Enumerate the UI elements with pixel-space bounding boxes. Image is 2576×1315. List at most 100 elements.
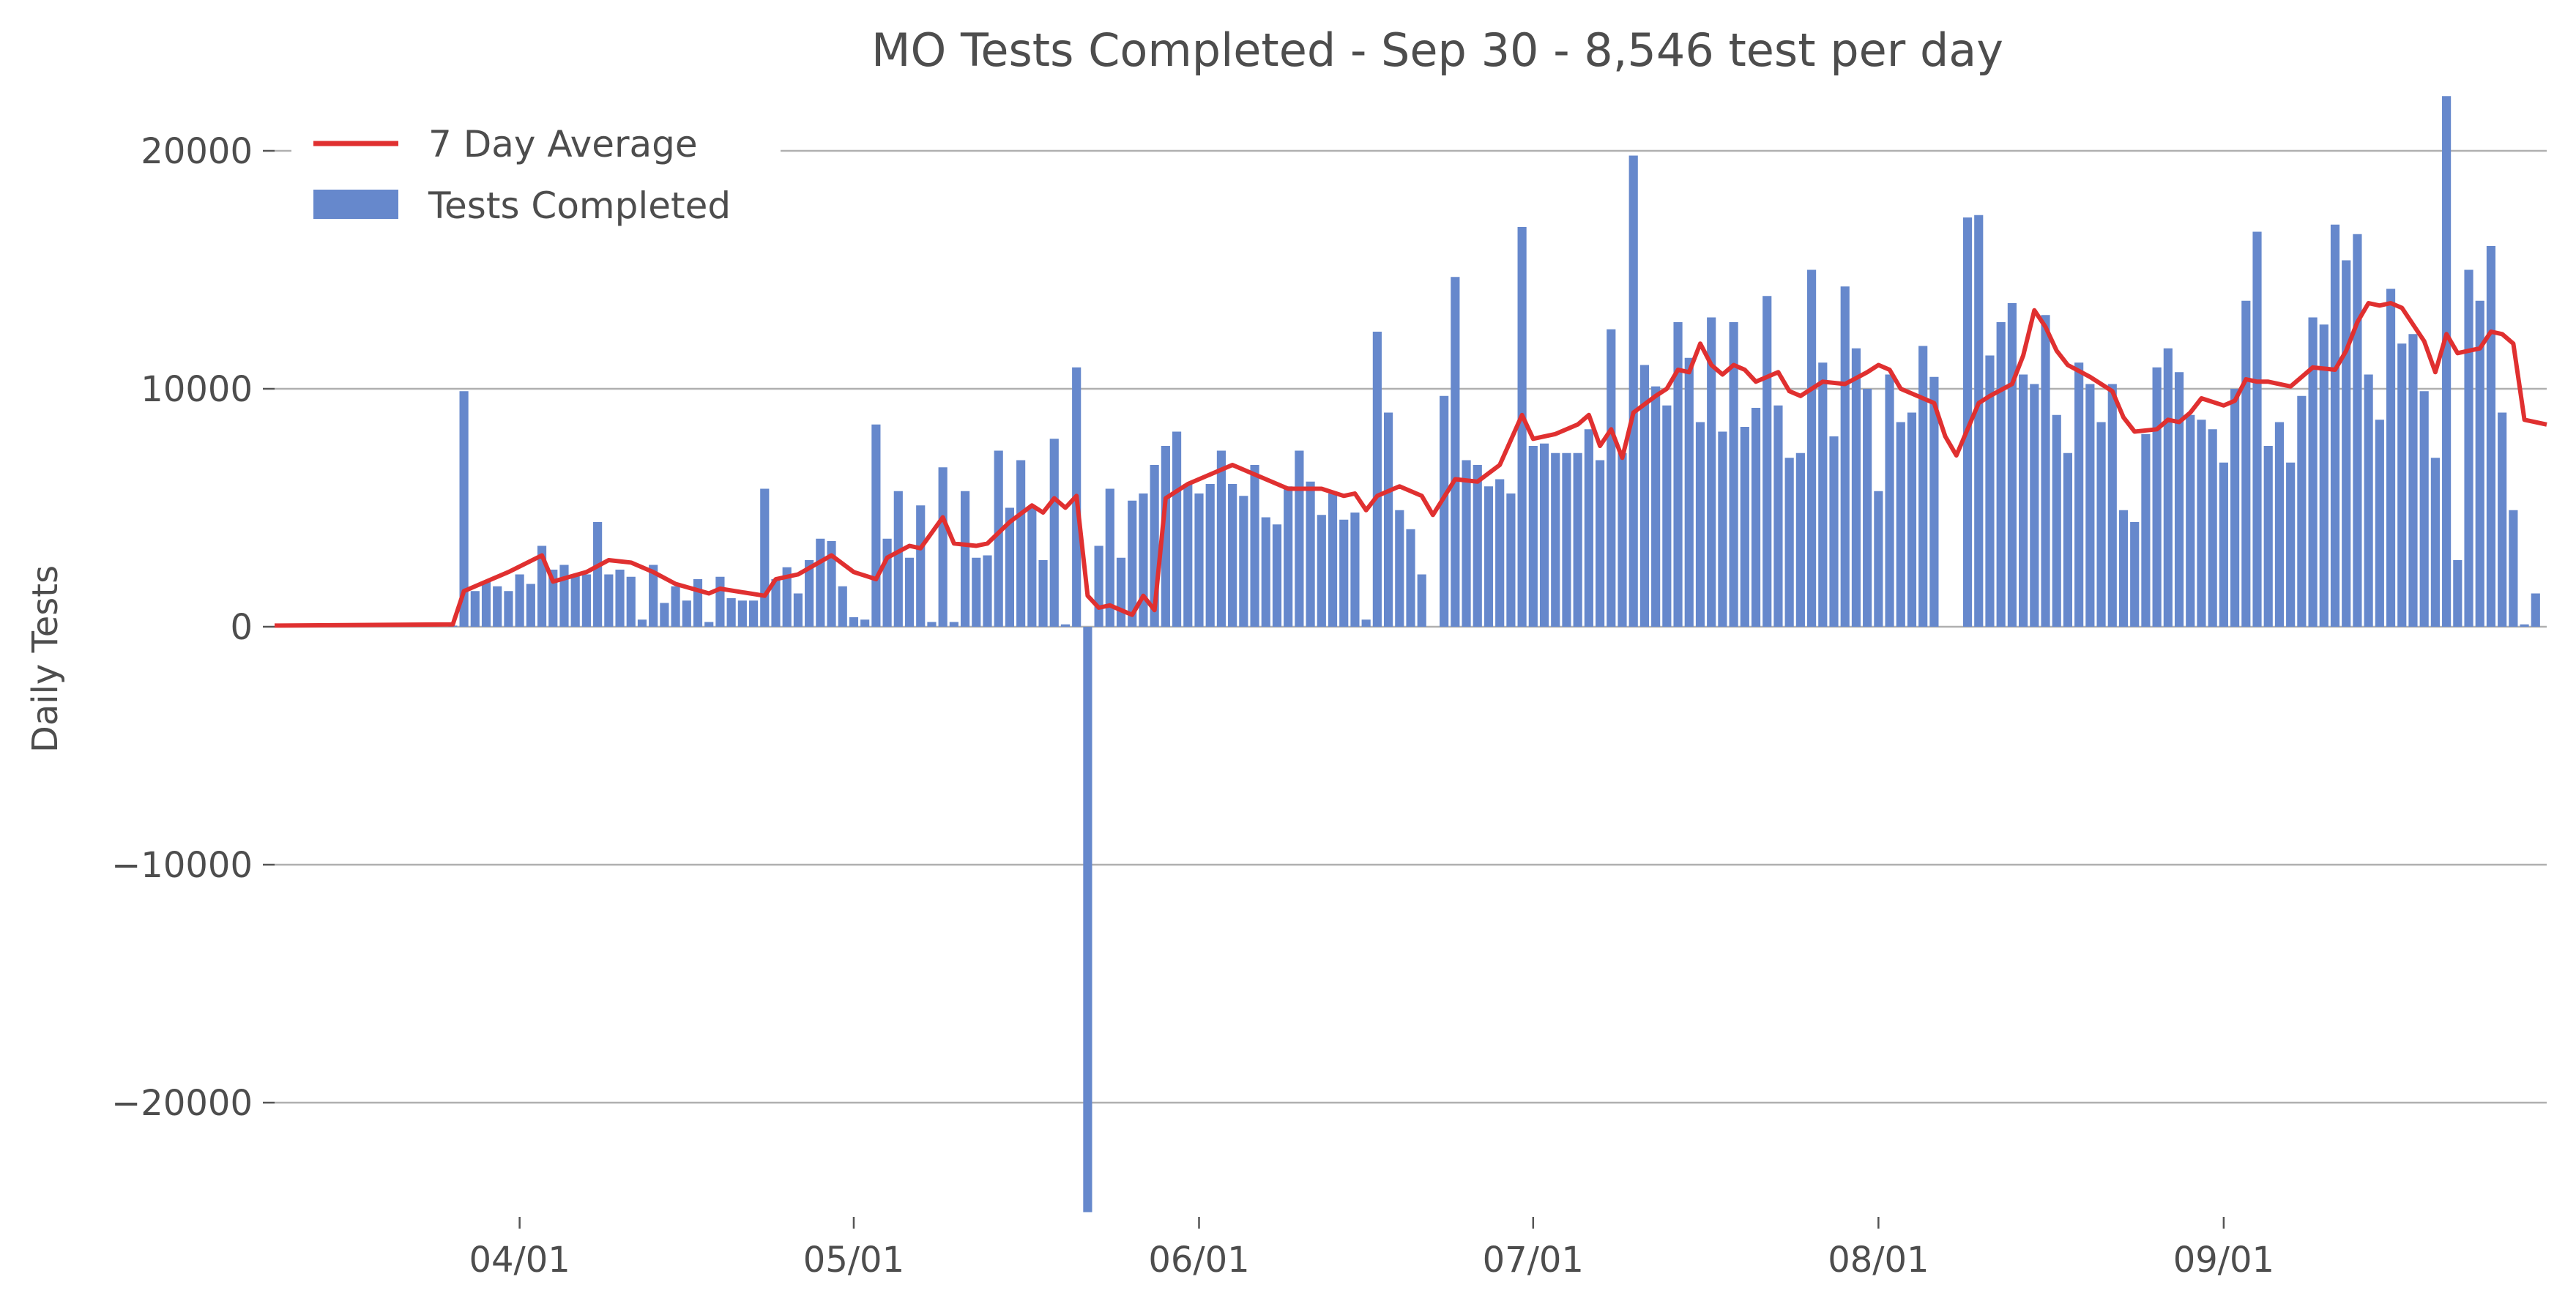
bar — [1985, 355, 1995, 627]
bar — [1440, 395, 1449, 627]
bar — [1584, 429, 1593, 627]
bar — [548, 570, 558, 627]
bar — [2364, 374, 2373, 627]
bar — [1662, 405, 1672, 627]
bar — [581, 574, 591, 627]
bar — [2019, 374, 2028, 627]
bar — [2297, 395, 2307, 627]
bar — [1139, 493, 1148, 627]
bar — [2430, 458, 2440, 627]
bar — [994, 450, 1003, 627]
bar — [1773, 405, 1783, 627]
bar — [615, 570, 625, 627]
bar — [649, 565, 658, 627]
bar — [927, 622, 937, 627]
bar — [726, 598, 736, 627]
bar — [1795, 452, 1805, 627]
bar — [1929, 376, 1939, 627]
bar — [2464, 269, 2473, 627]
bar — [1250, 465, 1259, 627]
bar — [1506, 493, 1516, 627]
bar — [2397, 343, 2407, 627]
bar — [2107, 384, 2117, 627]
bar — [2319, 324, 2329, 627]
bar — [1874, 491, 1883, 627]
y-tick-label: 0 — [230, 607, 253, 648]
bar — [1784, 458, 1794, 627]
bar — [2241, 300, 2251, 627]
bar — [2052, 414, 2061, 627]
bar — [2475, 300, 2484, 627]
bar — [1651, 386, 1661, 627]
bar — [715, 576, 725, 627]
bar — [1829, 436, 1839, 627]
bar — [660, 603, 669, 627]
bar — [1807, 269, 1817, 627]
y-tick-label: 10000 — [141, 369, 253, 410]
bar — [1840, 286, 1850, 627]
bar — [871, 424, 881, 627]
bar — [2486, 246, 2496, 627]
bar — [637, 619, 647, 627]
bar — [2096, 422, 2106, 627]
bar — [1762, 296, 1772, 627]
y-tick-label: −20000 — [111, 1083, 253, 1124]
bar — [1161, 446, 1170, 627]
bar — [960, 491, 970, 627]
bar — [626, 576, 636, 627]
bar — [1328, 493, 1338, 627]
bar — [2197, 420, 2206, 627]
bar — [1573, 452, 1582, 627]
bar — [2442, 96, 2452, 627]
bar — [2353, 234, 2362, 627]
bar — [1183, 484, 1193, 627]
bar — [1495, 479, 1505, 627]
line-7-day-average — [274, 301, 2547, 628]
bar — [2208, 429, 2217, 627]
bar — [2453, 560, 2463, 627]
bar — [2230, 389, 2240, 627]
bar — [2130, 522, 2140, 627]
bar — [2174, 372, 2184, 627]
bar — [760, 488, 770, 627]
bar — [1295, 450, 1304, 627]
bar — [2386, 288, 2396, 627]
line-7-day-average-path — [274, 301, 2547, 628]
bar — [1851, 348, 1861, 627]
bar — [2152, 367, 2162, 627]
y-tick-label: −10000 — [111, 845, 253, 886]
bar — [793, 593, 803, 627]
y-tick-label: 20000 — [141, 131, 253, 172]
bar — [2408, 334, 2418, 627]
bar — [1339, 519, 1349, 627]
bar — [1718, 431, 1727, 627]
bar — [2074, 362, 2084, 627]
bar — [2030, 384, 2039, 627]
x-tick-label: 09/01 — [2173, 1240, 2274, 1281]
bar — [526, 584, 535, 627]
bar — [882, 538, 892, 627]
bar — [570, 574, 580, 627]
bar — [916, 505, 926, 627]
x-axis-ticks: 04/01 05/01 06/01 07/01 08/01 09/01 — [469, 1217, 2274, 1281]
bar — [493, 586, 502, 627]
bar — [1038, 560, 1048, 627]
bar — [2007, 303, 2017, 627]
bar — [748, 600, 759, 627]
bar — [860, 619, 870, 627]
bar — [1462, 460, 1471, 627]
bar — [1595, 460, 1605, 627]
bar — [2186, 414, 2195, 627]
bar — [1361, 619, 1371, 627]
bar — [1684, 357, 1694, 627]
bar — [849, 617, 859, 627]
bar — [2085, 384, 2095, 627]
bar — [1551, 452, 1560, 627]
bar — [1885, 374, 1894, 627]
bar — [504, 591, 513, 627]
bar — [1639, 365, 1650, 627]
x-tick-label: 07/01 — [1483, 1240, 1584, 1281]
bar — [2286, 462, 2296, 627]
bar — [1105, 488, 1114, 627]
